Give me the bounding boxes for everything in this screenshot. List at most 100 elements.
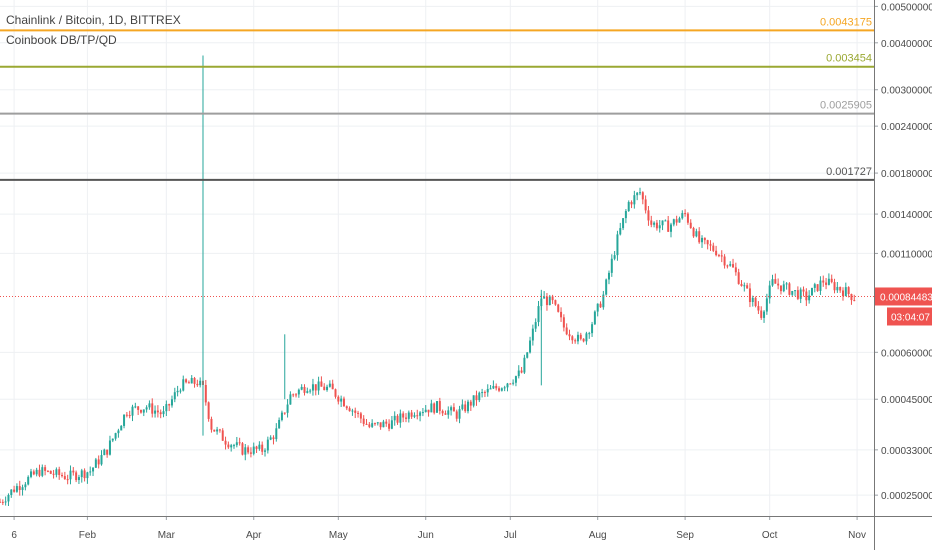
candle-body (672, 219, 675, 225)
candle-body (176, 390, 179, 393)
candle-body (255, 446, 258, 449)
candle-body (258, 444, 261, 449)
price-tick-label: 0.00300000 (881, 86, 932, 97)
candle-body (233, 445, 236, 447)
candle-body (35, 469, 38, 475)
candle-body (647, 210, 650, 221)
candle-body (289, 394, 292, 405)
candle-body (495, 385, 498, 389)
candle-body (554, 300, 557, 305)
price-tick-label: 0.00060000 (881, 348, 932, 359)
candle-body (751, 297, 754, 303)
candle-body (249, 452, 252, 454)
candle-body (393, 415, 396, 421)
candle-body (15, 486, 18, 492)
candle-body (670, 224, 673, 232)
candle-body (283, 412, 286, 414)
candle-body (653, 222, 656, 225)
candle-body (467, 401, 470, 412)
candle-body (830, 278, 833, 283)
candle-body (492, 385, 495, 389)
candle-body (523, 357, 526, 373)
candle-body (822, 280, 825, 283)
candle-body (777, 283, 780, 286)
candle-body (472, 395, 475, 406)
candle-body (10, 489, 13, 495)
candle-body (185, 379, 188, 383)
candle-body (247, 447, 250, 453)
candle-body (545, 296, 548, 306)
candle-body (24, 484, 27, 488)
candle-body (311, 384, 314, 391)
candle-body (72, 470, 75, 473)
candle-body (117, 430, 120, 434)
candle-body (168, 404, 171, 406)
candle-body (300, 386, 303, 390)
candle-body (486, 388, 489, 393)
candle-body (452, 407, 455, 412)
candle-body (782, 284, 785, 292)
candle-body (376, 422, 379, 424)
candle-body (278, 419, 281, 429)
candle-body (170, 399, 173, 406)
candle-body (593, 311, 596, 325)
candle-body (788, 283, 791, 295)
candle-body (596, 303, 599, 312)
candle-body (55, 469, 58, 475)
candle-body (46, 470, 49, 472)
candle-body (622, 218, 625, 229)
candle-body (664, 220, 667, 222)
level-label: 0.0043175 (820, 16, 872, 28)
candle-body (610, 258, 613, 273)
candle-body (365, 423, 368, 425)
price-tick-label: 0.00110000 (881, 249, 932, 260)
level-label: 0.0025905 (820, 100, 872, 112)
candle-body (230, 445, 233, 448)
candle-body (461, 404, 464, 410)
candle-body (238, 442, 241, 444)
candle-body (436, 401, 438, 413)
candle-body (362, 418, 365, 424)
candle-body (317, 381, 320, 391)
candle-body (774, 279, 777, 284)
symbol-title[interactable]: Chainlink / Bitcoin, 1D, BITTREX (6, 13, 181, 27)
candle-body (63, 476, 66, 480)
candle-body (108, 440, 111, 455)
countdown-label: 03:04:07 (891, 312, 930, 323)
candle-body (227, 444, 230, 448)
price-tick-label: 0.00500000 (881, 2, 932, 13)
candle-body (765, 298, 768, 312)
candle-body (557, 304, 560, 312)
candle-body (847, 287, 850, 294)
candle-body (269, 437, 272, 440)
price-tick-label: 0.00400000 (881, 39, 932, 50)
indicator-title[interactable]: Coinbook DB/TP/QD (6, 33, 117, 47)
candle-body (548, 296, 551, 306)
candle-body (235, 442, 238, 446)
candle-body (396, 415, 399, 423)
candle-body (154, 410, 157, 414)
candle-body (357, 412, 360, 414)
candle-body (681, 213, 684, 219)
candle-body (771, 279, 774, 286)
level-label: 0.003454 (826, 53, 872, 65)
candle-body (450, 407, 453, 411)
candle-body (272, 437, 275, 440)
candle-body (655, 222, 658, 229)
time-tick-label: Apr (246, 530, 262, 541)
time-axis[interactable]: 6 Feb Mar Apr May Jun Jul Aug Sep Oct Nov (0, 516, 932, 541)
candle-body (576, 334, 579, 342)
price-axis[interactable]: 0.00500000 0.00400000 0.00300000 0.00240000… (874, 0, 932, 550)
candle-body (382, 421, 385, 428)
candle-body (675, 219, 678, 223)
candle-body (264, 450, 267, 452)
candle-body (18, 486, 21, 491)
candle-body (41, 467, 44, 476)
candle-body (44, 467, 47, 471)
candle-body (125, 414, 128, 416)
candle-body (331, 383, 334, 390)
candle-body (498, 388, 501, 391)
candle-body (701, 237, 704, 243)
candle-body (182, 379, 185, 391)
